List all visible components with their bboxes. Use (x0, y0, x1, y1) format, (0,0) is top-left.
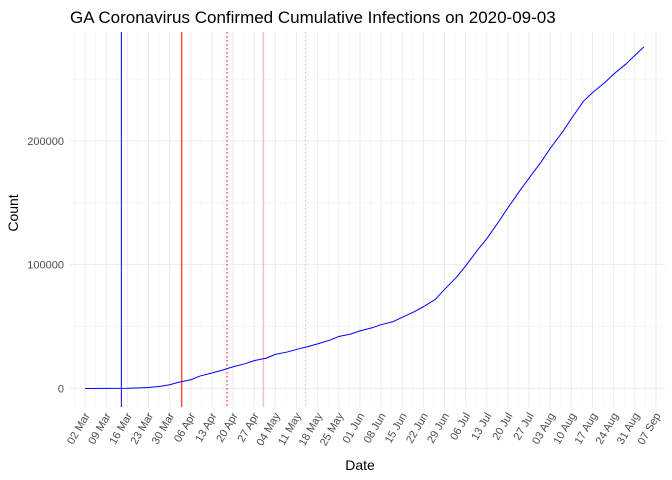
major-gridlines (70, 32, 665, 407)
series-line-1 (85, 46, 645, 389)
series-group (85, 46, 645, 389)
y-tick-label: 0 (58, 383, 64, 395)
x-axis-title: Date (345, 457, 375, 473)
y-tick-labels: 0 100000 200000 (27, 136, 64, 396)
y-tick-label: 200000 (27, 136, 64, 148)
y-axis-title: Count (5, 194, 21, 231)
minor-gridlines (70, 32, 665, 407)
y-tick-label: 100000 (27, 260, 64, 272)
chart-title: GA Coronavirus Confirmed Cumulative Infe… (70, 8, 556, 27)
reference-lines (120, 32, 307, 407)
